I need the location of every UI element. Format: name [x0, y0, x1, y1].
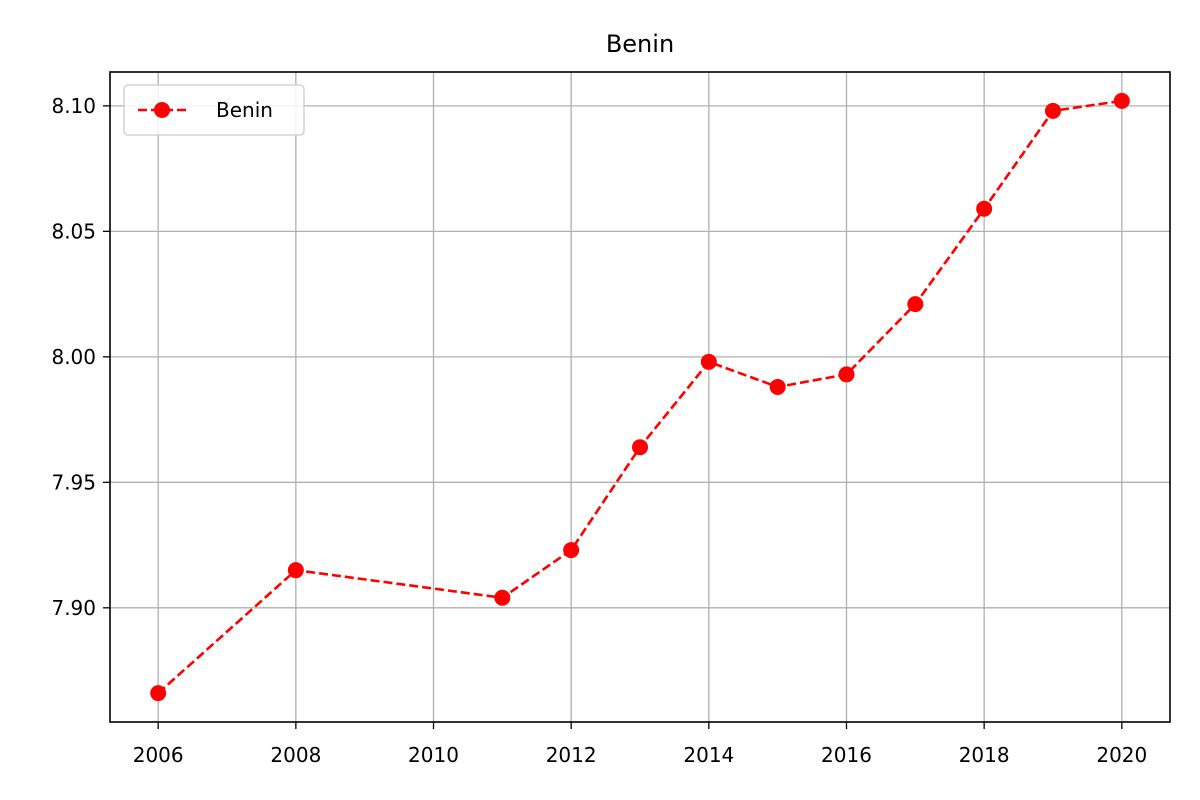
data-point — [838, 366, 855, 383]
x-tick-label: 2014 — [683, 743, 734, 767]
ticks: 2006 2008 2010 2012 2014 2016 2018 2020 7.90 7.95… — [51, 94, 1147, 767]
data-point — [976, 200, 993, 217]
y-tick-label: 8.00 — [51, 345, 96, 369]
legend-marker-sample — [154, 102, 170, 118]
y-tick-label: 7.90 — [51, 596, 96, 620]
x-tick-label: 2020 — [1096, 743, 1147, 767]
series-line — [157, 99, 1123, 695]
legend: Benin — [123, 84, 305, 136]
data-point — [769, 378, 786, 395]
chart-title: Benin — [606, 30, 674, 58]
data-point — [1044, 102, 1061, 119]
data-point — [287, 562, 304, 579]
y-tick-label: 8.05 — [51, 219, 96, 243]
x-tick-label: 2010 — [408, 743, 459, 767]
x-tick-label: 2012 — [546, 743, 597, 767]
data-point — [700, 353, 717, 370]
data-point — [563, 542, 580, 559]
legend-box — [123, 84, 305, 136]
data-point — [632, 439, 648, 456]
x-tick-label: 2008 — [270, 743, 321, 767]
y-tick-label: 8.10 — [51, 94, 96, 118]
legend-label: Benin — [216, 98, 273, 122]
plot-frame — [109, 71, 1171, 723]
series-layer — [150, 92, 1130, 702]
data-point — [907, 296, 924, 313]
x-tick-label: 2006 — [133, 743, 184, 767]
grid — [110, 72, 1170, 722]
data-point — [1113, 92, 1130, 109]
data-point — [494, 589, 511, 606]
y-tick-label: 7.95 — [51, 470, 96, 494]
x-tick-label: 2016 — [821, 743, 872, 767]
data-point — [150, 685, 167, 702]
x-tick-label: 2018 — [959, 743, 1010, 767]
